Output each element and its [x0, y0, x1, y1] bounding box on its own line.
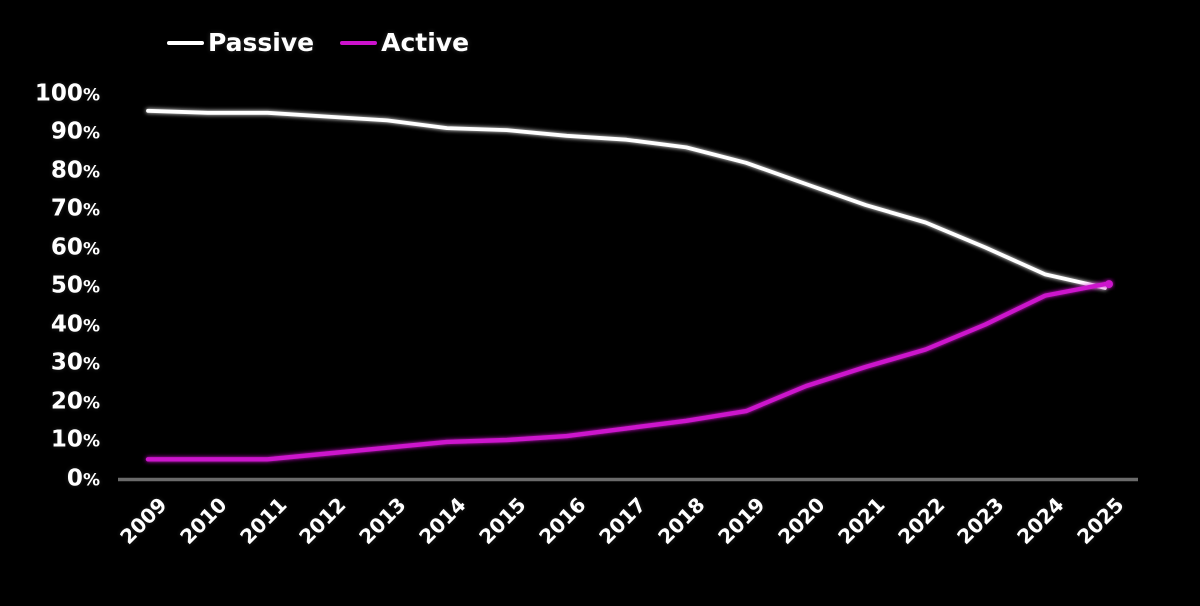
passive-line — [146, 108, 1107, 290]
passive-line-swatch-icon — [167, 40, 204, 45]
legend-item-passive: Passive — [167, 30, 314, 55]
active-line-swatch-icon — [340, 40, 378, 45]
y-tick-label: 50% — [50, 272, 100, 299]
y-tick-label: 30% — [50, 349, 100, 376]
y-tick-label: 60% — [50, 234, 100, 260]
active-line-end-dot — [1105, 280, 1113, 289]
y-tick-label: 80% — [50, 157, 100, 183]
active-line — [145, 281, 1108, 462]
legend-label-passive: Passive — [208, 28, 315, 57]
legend-item-active: Active — [340, 30, 469, 55]
y-tick-label: 20% — [50, 388, 100, 414]
y-tick-label: 40% — [50, 311, 100, 337]
legend-label-active: Active — [381, 28, 470, 57]
y-tick-label: 90% — [50, 118, 100, 145]
y-tick-label: 100% — [34, 80, 100, 106]
legend: Passive Active — [167, 30, 469, 55]
y-tick-label: 0% — [66, 465, 100, 491]
y-tick-label: 70% — [50, 195, 100, 222]
y-tick-label: 10% — [50, 426, 100, 453]
